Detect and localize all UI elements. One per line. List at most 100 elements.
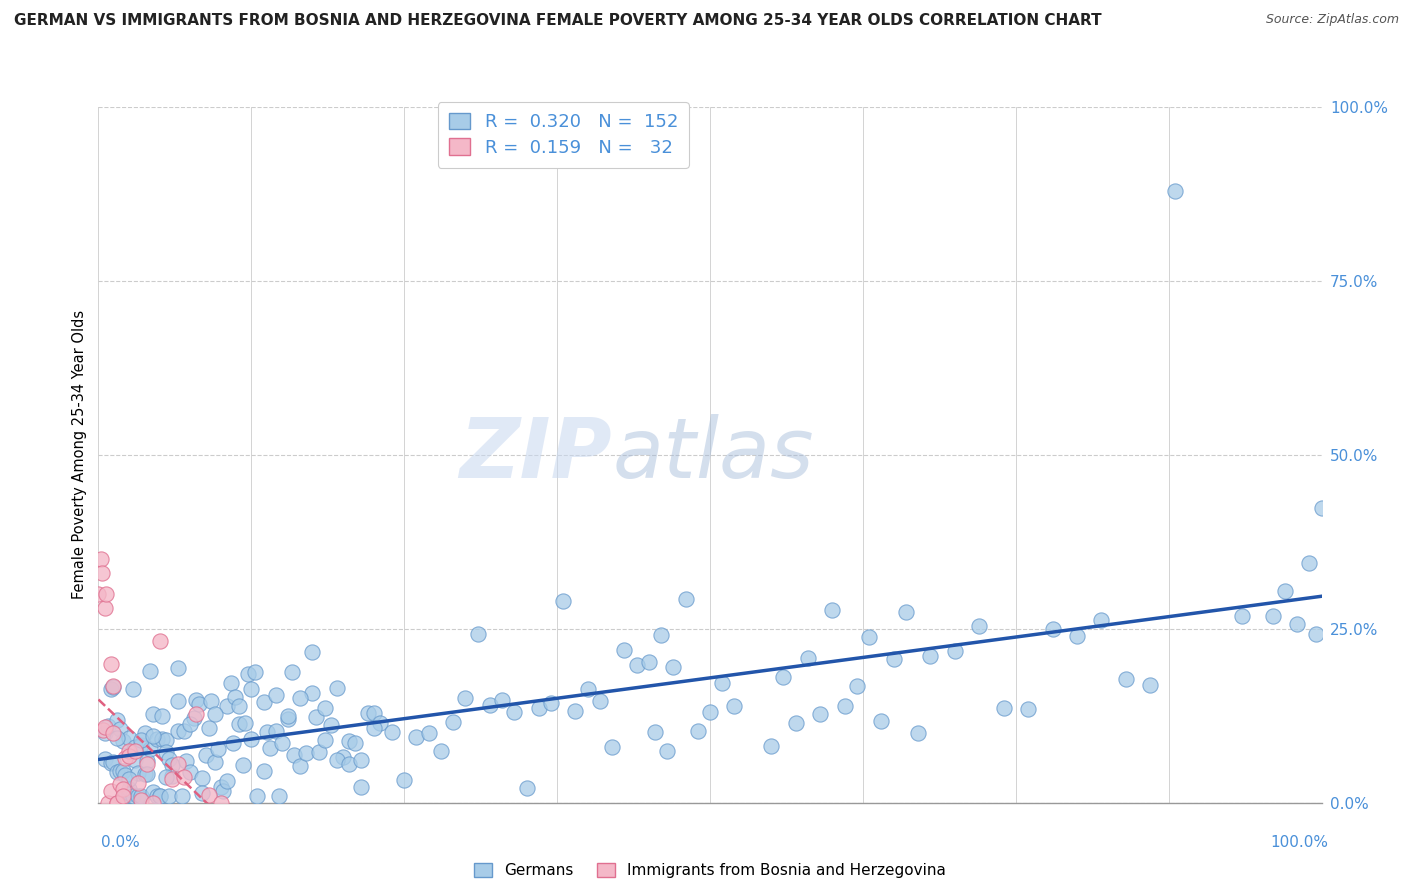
Point bbox=[821, 603, 844, 617]
Point bbox=[129, 732, 152, 747]
Point bbox=[613, 642, 636, 657]
Point bbox=[142, 706, 165, 721]
Point bbox=[259, 741, 281, 756]
Point bbox=[105, 713, 128, 727]
Point bbox=[808, 707, 831, 722]
Point bbox=[134, 726, 156, 740]
Point bbox=[139, 742, 162, 756]
Point bbox=[111, 764, 134, 778]
Point bbox=[167, 694, 190, 708]
Point bbox=[170, 789, 193, 803]
Point bbox=[191, 771, 214, 785]
Point bbox=[93, 720, 115, 734]
Point bbox=[1066, 629, 1088, 643]
Point bbox=[183, 711, 205, 725]
Point bbox=[110, 722, 132, 736]
Point bbox=[662, 660, 685, 674]
Point bbox=[564, 704, 586, 718]
Point bbox=[356, 706, 378, 720]
Point bbox=[858, 630, 880, 644]
Legend: Germans, Immigrants from Bosnia and Herzegovina: Germans, Immigrants from Bosnia and Herz… bbox=[467, 855, 953, 886]
Point bbox=[100, 784, 122, 798]
Point bbox=[228, 716, 250, 731]
Point bbox=[111, 789, 134, 803]
Point bbox=[142, 729, 165, 743]
Point bbox=[186, 693, 208, 707]
Point bbox=[553, 594, 575, 608]
Point bbox=[136, 756, 159, 771]
Point bbox=[280, 665, 302, 679]
Point bbox=[101, 679, 124, 693]
Point bbox=[187, 698, 209, 712]
Point bbox=[121, 682, 143, 697]
Point bbox=[228, 699, 250, 714]
Point bbox=[418, 725, 440, 739]
Point bbox=[699, 705, 721, 719]
Point bbox=[219, 676, 242, 690]
Point bbox=[134, 767, 156, 781]
Point bbox=[129, 738, 152, 752]
Point bbox=[657, 744, 679, 758]
Point bbox=[240, 682, 263, 697]
Point bbox=[101, 680, 124, 694]
Point bbox=[93, 725, 115, 739]
Point bbox=[179, 765, 201, 780]
Point bbox=[256, 725, 278, 739]
Point bbox=[1310, 501, 1333, 516]
Point bbox=[105, 764, 128, 779]
Point bbox=[207, 742, 229, 756]
Point bbox=[1274, 584, 1296, 599]
Point bbox=[301, 645, 323, 659]
Point bbox=[129, 792, 152, 806]
Point bbox=[91, 723, 114, 738]
Point bbox=[845, 679, 868, 693]
Point bbox=[314, 732, 336, 747]
Y-axis label: Female Poverty Among 25-34 Year Olds: Female Poverty Among 25-34 Year Olds bbox=[72, 310, 87, 599]
Point bbox=[127, 776, 149, 790]
Point bbox=[222, 735, 245, 749]
Point bbox=[283, 747, 305, 762]
Point bbox=[441, 715, 464, 730]
Point bbox=[110, 764, 132, 778]
Point bbox=[149, 789, 172, 803]
Point bbox=[129, 789, 152, 803]
Point bbox=[491, 692, 513, 706]
Point bbox=[368, 716, 391, 731]
Point bbox=[454, 690, 477, 705]
Point bbox=[160, 772, 183, 787]
Point bbox=[142, 796, 165, 810]
Point bbox=[114, 751, 136, 765]
Point bbox=[350, 780, 373, 794]
Text: ZIP: ZIP bbox=[460, 415, 612, 495]
Point bbox=[118, 748, 141, 763]
Point bbox=[118, 731, 141, 745]
Point bbox=[149, 789, 172, 803]
Point bbox=[100, 756, 122, 770]
Point bbox=[195, 748, 218, 763]
Point bbox=[173, 724, 195, 739]
Text: Source: ZipAtlas.com: Source: ZipAtlas.com bbox=[1265, 13, 1399, 27]
Point bbox=[118, 786, 141, 800]
Point bbox=[124, 753, 146, 767]
Point bbox=[191, 786, 214, 800]
Text: atlas: atlas bbox=[612, 415, 814, 495]
Point bbox=[883, 651, 905, 665]
Point bbox=[246, 789, 269, 803]
Point bbox=[127, 789, 149, 803]
Point bbox=[233, 716, 256, 731]
Point bbox=[111, 734, 134, 748]
Point bbox=[576, 681, 599, 696]
Point bbox=[1115, 672, 1137, 686]
Point bbox=[1090, 613, 1112, 627]
Point bbox=[907, 725, 929, 739]
Point bbox=[155, 745, 177, 759]
Point bbox=[197, 788, 219, 802]
Point bbox=[136, 754, 159, 768]
Point bbox=[478, 698, 501, 712]
Point bbox=[430, 743, 453, 757]
Point bbox=[467, 627, 489, 641]
Point bbox=[337, 733, 360, 747]
Point bbox=[772, 670, 794, 684]
Point bbox=[363, 721, 385, 735]
Point bbox=[1139, 678, 1161, 692]
